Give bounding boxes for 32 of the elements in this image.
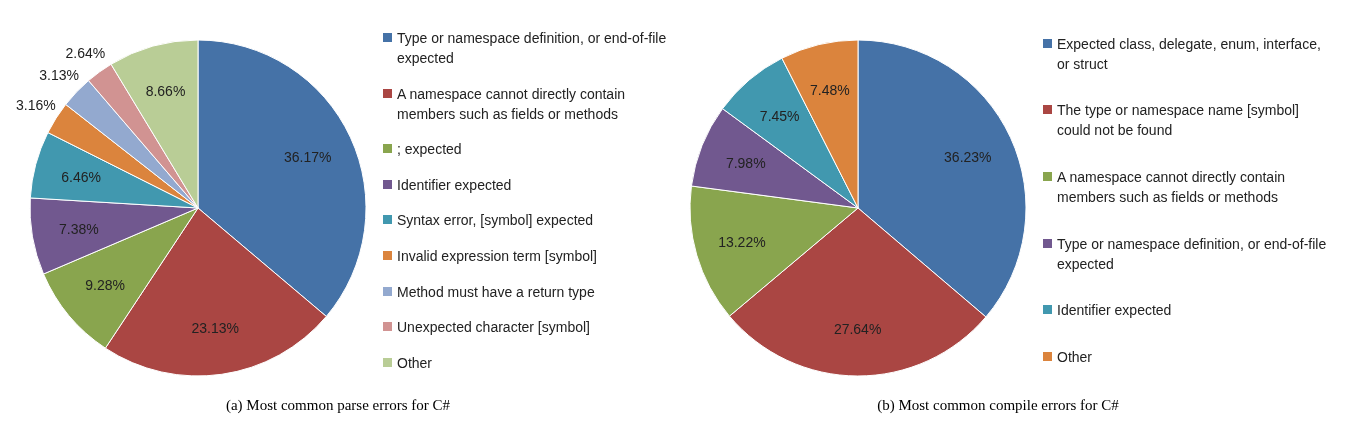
data-label: 7.45% [759,107,800,124]
legend-label: Type or namespace definition, or end-of-file expected [397,29,668,69]
data-label: 36.17% [283,149,332,166]
data-label: 8.66% [145,83,186,100]
data-label: 27.64% [833,320,882,337]
data-label: 7.48% [809,82,850,99]
legend-label: Identifier expected [1057,301,1172,321]
data-label: 3.16% [15,97,56,114]
legend-label: Other [397,353,433,373]
legend-label: A namespace cannot directly contain members such as fields or methods [1057,168,1287,208]
legend-label: Method must have a return type [397,282,595,302]
legend-label: The type or namespace name [symbol] could not be found [1057,101,1300,141]
legend-label: Invalid expression term [symbol] [397,247,597,266]
legend-label: Unexpected character [symbol] [397,318,590,338]
legend-label: Type or namespace definition, or end-of-file expected [1057,234,1328,274]
data-label: 2.64% [65,44,106,61]
data-label: 3.13% [39,67,80,84]
legend-label: Identifier expected [397,175,512,195]
text: (a) Most common parse errors for C# [225,397,451,414]
text: (b) Most common compile errors for C# [877,397,1119,414]
legend-label: ; expected [397,140,462,160]
data-label: 7.98% [725,154,766,171]
data-label: 13.22% [718,233,766,250]
legend-label: Expected class, delegate, enum, interface, or struct [1057,34,1322,74]
data-label: 36.23% [944,149,992,166]
legend-label: Other [1057,348,1093,368]
data-label: 7.38% [58,220,99,237]
legend-label: Syntax error, [symbol] expected [397,211,594,231]
data-label: 6.46% [61,168,102,185]
data-label: 23.13% [191,319,239,336]
legend-label: A namespace cannot directly contain members such as fields or methods [397,84,627,124]
data-label: 9.28% [85,277,125,294]
